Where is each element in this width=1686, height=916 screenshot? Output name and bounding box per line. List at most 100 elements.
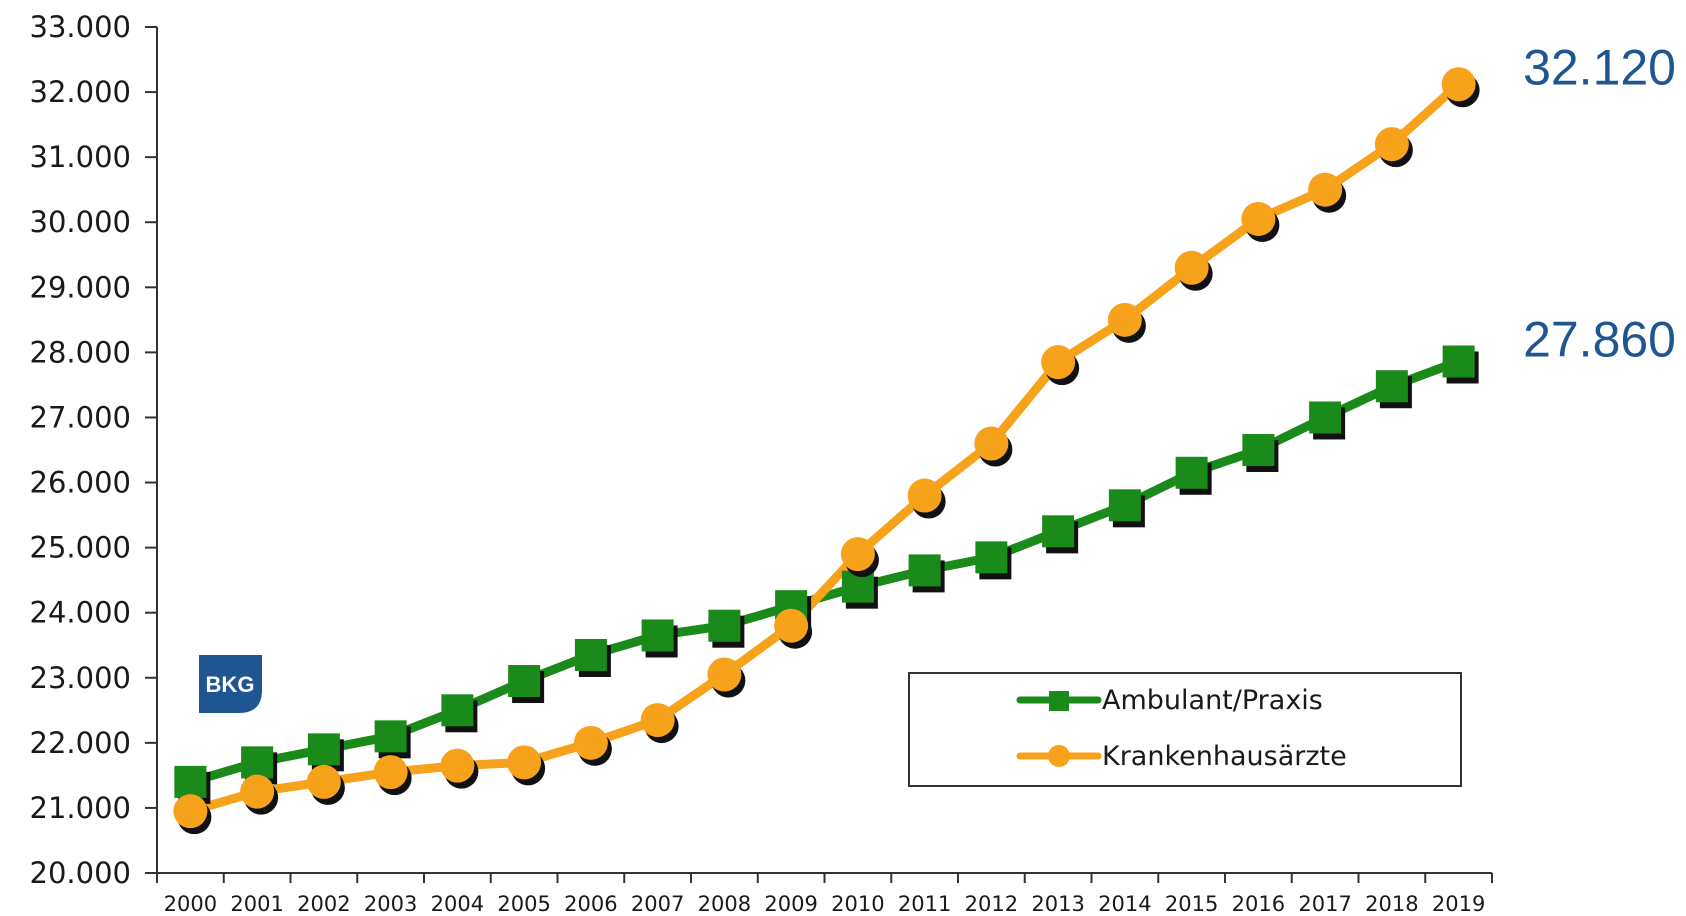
- marker-circle: [1441, 67, 1476, 102]
- marker-circle: [173, 794, 208, 829]
- data-point-ambulant-2007: [641, 619, 678, 658]
- y-tick-label: 27.000: [30, 400, 131, 434]
- marker-square: [241, 746, 274, 779]
- data-point-krankenhaus-2016: [1241, 201, 1280, 242]
- marker-square: [508, 665, 541, 698]
- legend-marker-ambulant: [1049, 691, 1069, 711]
- x-tick-label: 2018: [1365, 892, 1418, 916]
- marker-square: [641, 619, 674, 652]
- x-tick-label: 2012: [965, 892, 1018, 916]
- y-tick-label: 20.000: [30, 856, 131, 890]
- end-label-krankenhaus: 32.120: [1523, 39, 1676, 95]
- y-tick-label: 25.000: [30, 531, 131, 565]
- axes: 20.000 21.000 22.000 23.000 24.000 25.000 26.0…: [30, 10, 1493, 916]
- data-point-krankenhaus-2013: [1041, 345, 1080, 386]
- data-point-krankenhaus-2018: [1374, 127, 1413, 168]
- marker-square: [441, 694, 474, 727]
- marker-square: [1309, 401, 1342, 434]
- data-point-krankenhaus-2001: [240, 774, 279, 815]
- legend-label-krankenhaus: Krankenhausärzte: [1102, 741, 1347, 772]
- data-point-ambulant-2012: [975, 541, 1012, 580]
- marker-circle: [1174, 250, 1209, 285]
- x-tick-label: 2015: [1165, 892, 1218, 916]
- marker-circle: [373, 755, 408, 790]
- marker-circle: [840, 537, 875, 572]
- end-label-ambulant: 27.860: [1523, 311, 1676, 367]
- data-point-krankenhaus-2011: [907, 478, 946, 519]
- y-tick-label: 32.000: [30, 75, 131, 109]
- x-tick-label: 2010: [831, 892, 884, 916]
- data-point-krankenhaus-2004: [440, 748, 479, 789]
- y-tick-label: 26.000: [30, 466, 131, 500]
- data-point-ambulant-2006: [574, 638, 611, 677]
- marker-square: [174, 765, 207, 798]
- data-point-ambulant-2003: [374, 720, 411, 759]
- data-point-krankenhaus-2007: [640, 703, 679, 744]
- marker-square: [975, 541, 1008, 574]
- marker-circle: [907, 478, 942, 513]
- data-point-krankenhaus-2002: [306, 764, 345, 805]
- y-tick-label: 21.000: [30, 791, 131, 825]
- data-point-ambulant-2008: [708, 609, 745, 648]
- data-point-ambulant-2015: [1175, 456, 1212, 495]
- marker-circle: [640, 703, 675, 738]
- x-tick-label: 2013: [1031, 892, 1084, 916]
- x-tick-label: 2001: [230, 892, 283, 916]
- marker-circle: [774, 608, 809, 643]
- data-point-ambulant-2002: [307, 733, 344, 772]
- data-point-krankenhaus-2008: [707, 657, 746, 698]
- marker-square: [307, 733, 340, 766]
- y-tick-label: 31.000: [30, 140, 131, 174]
- data-point-krankenhaus-2014: [1107, 302, 1146, 343]
- data-point-ambulant-2004: [441, 694, 478, 733]
- marker-circle: [974, 426, 1009, 461]
- series-layer: [173, 67, 1480, 835]
- y-tick-label: 28.000: [30, 335, 131, 369]
- marker-square: [1242, 434, 1275, 466]
- data-point-ambulant-2018: [1375, 370, 1412, 409]
- x-tick-label: 2003: [364, 892, 417, 916]
- y-tick-label: 24.000: [30, 596, 131, 630]
- marker-circle: [507, 745, 542, 780]
- data-point-ambulant-2005: [508, 665, 545, 704]
- legend-box: [908, 672, 1462, 787]
- marker-square: [1042, 515, 1075, 548]
- x-tick-label: 2004: [431, 892, 484, 916]
- x-tick-label: 2006: [564, 892, 617, 916]
- data-point-krankenhaus-2000: [173, 794, 212, 835]
- marker-circle: [240, 774, 275, 809]
- data-point-krankenhaus-2019: [1441, 67, 1480, 108]
- data-point-ambulant-2019: [1442, 345, 1479, 384]
- marker-circle: [707, 657, 742, 692]
- x-tick-label: 2007: [631, 892, 684, 916]
- y-tick-label: 29.000: [30, 270, 131, 304]
- data-point-krankenhaus-2017: [1308, 172, 1347, 213]
- legend-marker-krankenhaus: [1048, 745, 1070, 767]
- data-point-ambulant-2011: [908, 554, 945, 593]
- data-point-ambulant-2017: [1309, 401, 1346, 440]
- marker-square: [1375, 370, 1408, 403]
- marker-circle: [1107, 302, 1142, 337]
- data-point-ambulant-2014: [1108, 489, 1145, 528]
- marker-square: [574, 638, 607, 671]
- marker-circle: [573, 725, 608, 760]
- marker-circle: [1241, 201, 1276, 236]
- marker-circle: [1374, 127, 1409, 162]
- x-tick-label: 2016: [1232, 892, 1285, 916]
- marker-circle: [440, 748, 475, 783]
- data-point-krankenhaus-2010: [840, 537, 879, 578]
- logo-text: BKG: [206, 672, 255, 697]
- legend-label-ambulant: Ambulant/Praxis: [1102, 685, 1323, 716]
- data-point-krankenhaus-2003: [373, 755, 412, 796]
- x-tick-label: 2000: [164, 892, 217, 916]
- x-tick-label: 2017: [1298, 892, 1351, 916]
- x-tick-label: 2005: [497, 892, 550, 916]
- y-tick-label: 33.000: [30, 10, 131, 44]
- data-point-krankenhaus-2012: [974, 426, 1013, 467]
- y-tick-label: 30.000: [30, 205, 131, 239]
- x-tick-label: 2009: [764, 892, 817, 916]
- data-point-ambulant-2016: [1242, 434, 1279, 472]
- data-point-krankenhaus-2006: [573, 725, 612, 766]
- x-tick-label: 2014: [1098, 892, 1151, 916]
